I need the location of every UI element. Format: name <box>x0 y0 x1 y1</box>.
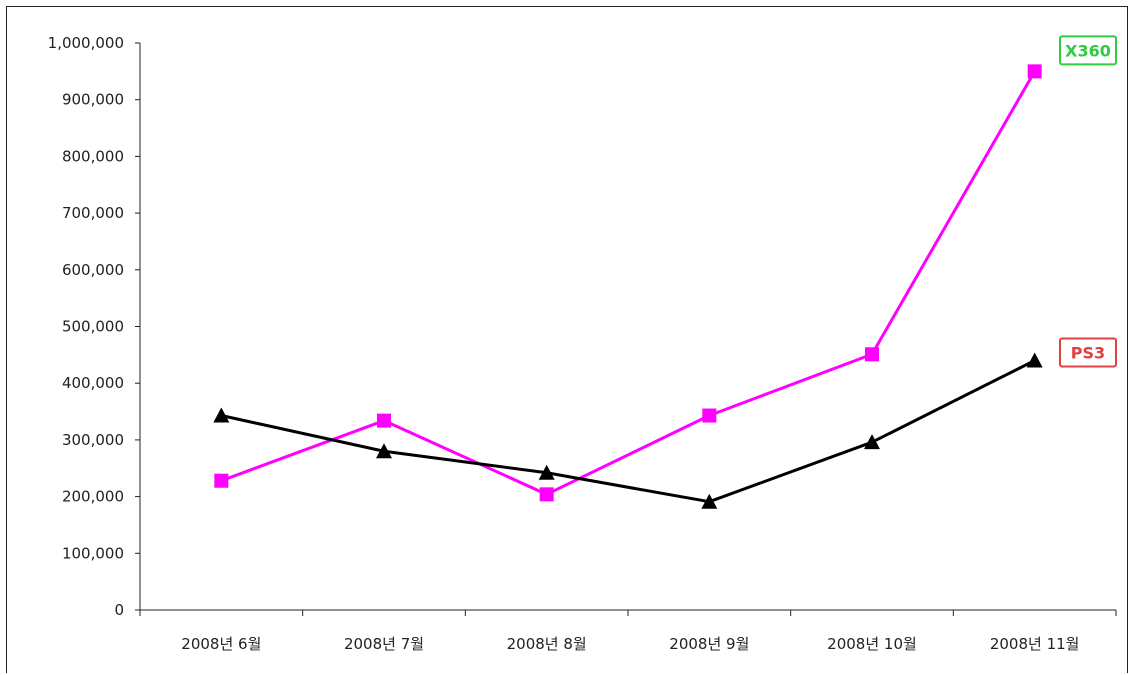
y-tick-label: 300,000 <box>62 431 124 449</box>
data-point-marker <box>376 443 392 459</box>
axes: 0 100,000 200,000 300,000 400,000 500,000 600,… <box>48 34 1117 653</box>
x-tick-label: 2008년 11월 <box>990 635 1080 653</box>
y-tick-label: 500,000 <box>62 318 124 336</box>
series-line-x360 <box>220 70 1036 496</box>
data-point-marker <box>213 407 230 423</box>
series-label-box <box>1059 337 1117 368</box>
y-tick-label: 0 <box>114 601 124 619</box>
y-tick-label: 100,000 <box>62 544 124 562</box>
data-point-marker <box>864 434 880 450</box>
data-point-marker <box>214 473 229 488</box>
data-point-marker <box>701 493 718 509</box>
data-point-marker <box>702 408 717 423</box>
y-tick-label: 200,000 <box>62 488 124 506</box>
y-tick-label: 700,000 <box>62 204 124 222</box>
y-tick-label: 800,000 <box>62 147 124 165</box>
x-tick-label: 2008년 10월 <box>827 635 917 653</box>
y-tick-label: 600,000 <box>62 261 124 279</box>
labels-layer: X360 PS3 <box>1059 35 1117 368</box>
data-point-marker <box>1027 64 1042 79</box>
series-label-ps3: PS3 <box>1059 337 1117 368</box>
data-point-marker <box>865 347 879 362</box>
chart-frame <box>6 6 1128 673</box>
y-tick-label: 1,000,000 <box>48 34 124 52</box>
data-point-marker <box>538 464 555 480</box>
y-tick-label: 400,000 <box>62 374 124 392</box>
x-tick-label: 2008년 7월 <box>344 635 424 653</box>
series-label-box <box>1059 35 1117 66</box>
x-tick-label: 2008년 6월 <box>181 635 261 653</box>
series-x360 <box>214 64 1042 502</box>
series-label-text: X360 <box>1065 41 1111 60</box>
data-point-marker <box>1026 352 1043 368</box>
x-tick-label: 2008년 9월 <box>669 635 749 653</box>
series-line-ps3 <box>221 359 1036 504</box>
series-ps3 <box>213 352 1043 509</box>
y-tick-label: 900,000 <box>62 91 124 109</box>
series-label-x360: X360 <box>1059 35 1117 66</box>
x-tick-label: 2008년 8월 <box>507 635 587 653</box>
data-point-marker <box>539 487 554 502</box>
data-point-marker <box>377 413 391 428</box>
series-label-text: PS3 <box>1071 344 1105 363</box>
series-layer <box>213 64 1043 509</box>
